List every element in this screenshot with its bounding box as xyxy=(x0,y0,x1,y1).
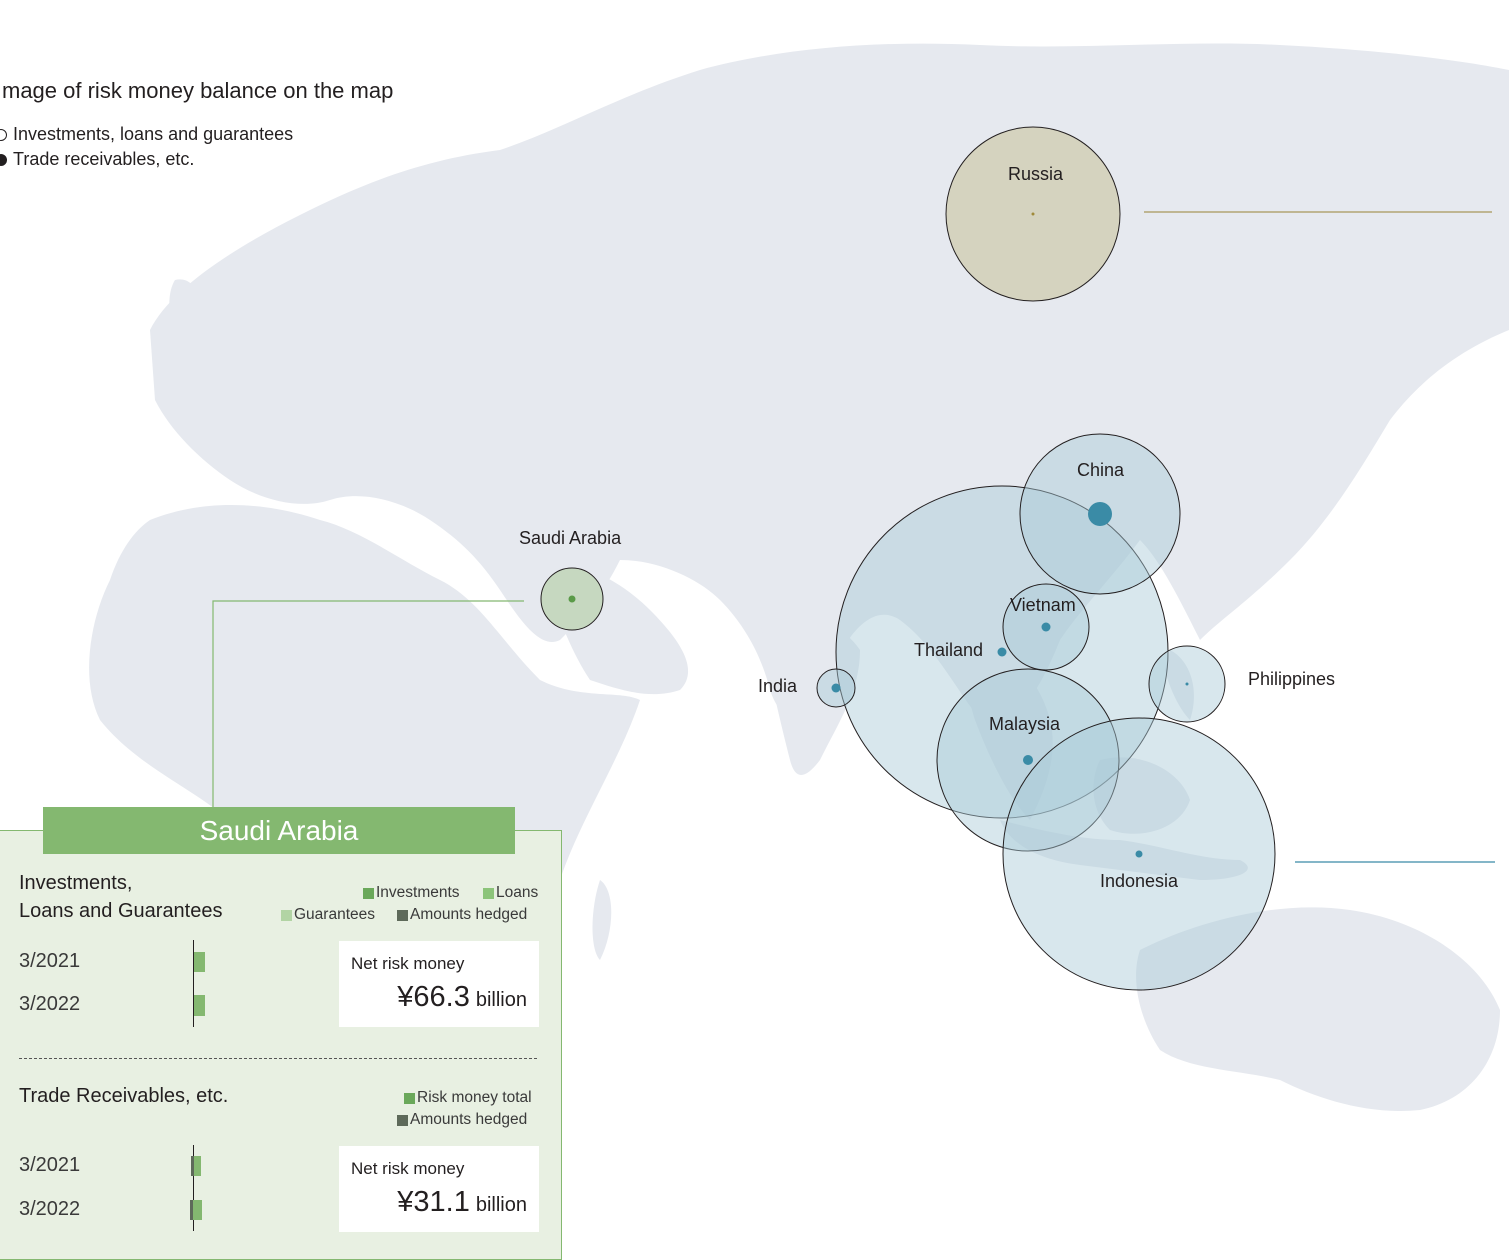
label-china[interactable]: China xyxy=(1077,460,1125,480)
net-risk-label: Net risk money xyxy=(351,1159,465,1178)
investments-title: Investments, Loans and Guarantees xyxy=(19,869,223,925)
philippines-dot xyxy=(1185,682,1189,686)
philippines-landmass xyxy=(1165,650,1194,720)
key-label: Amounts hedged xyxy=(410,906,528,923)
britain-landmass xyxy=(169,279,202,339)
key-investments: Investments xyxy=(363,884,460,902)
net-risk-value: ¥66.3 billion xyxy=(397,981,527,1014)
key-label: Amounts hedged xyxy=(410,1111,528,1128)
southeast-asia-landmass xyxy=(968,640,1053,820)
net-risk-value: ¥31.1 billion xyxy=(397,1186,527,1219)
indonesia-dot xyxy=(1135,850,1143,858)
legend-item-trade: Trade receivables, etc. xyxy=(0,149,194,170)
outline-circle-icon xyxy=(0,128,7,141)
eurasia-landmass xyxy=(150,43,1509,730)
label-russia[interactable]: Russia xyxy=(1008,164,1064,184)
key-label: Investments xyxy=(376,884,460,901)
swatch-icon xyxy=(281,909,292,921)
net-risk-label: Net risk money xyxy=(351,954,465,973)
malaysia-dot xyxy=(1023,755,1033,765)
label-saudi-arabia[interactable]: Saudi Arabia xyxy=(519,528,622,548)
trade-title: Trade Receivables, etc. xyxy=(19,1085,229,1107)
legend-label: Investments, loans and guarantees xyxy=(13,124,294,144)
legend-item-investments: Investments, loans and guarantees xyxy=(0,124,293,145)
india-landmass xyxy=(760,616,860,775)
russia-dot xyxy=(1031,212,1035,216)
madagascar-landmass xyxy=(592,880,612,960)
investments-year-2021: 3/2021 xyxy=(19,950,81,972)
investments-bar-2021 xyxy=(194,952,205,972)
investments-title-line2: Loans and Guarantees xyxy=(19,900,223,922)
key-amounts-hedged: Amounts hedged xyxy=(397,906,527,924)
swatch-icon xyxy=(397,1114,408,1126)
key-label: Risk money total xyxy=(417,1089,532,1106)
panel-header: Saudi Arabia xyxy=(43,807,515,854)
label-thailand[interactable]: Thailand xyxy=(914,640,984,660)
land-masses xyxy=(89,43,1509,1130)
key-loans: Loans xyxy=(483,884,538,902)
indonesia-islands xyxy=(1000,820,1248,880)
key-guarantees: Guarantees xyxy=(281,906,375,924)
investments-year-2022: 3/2022 xyxy=(19,993,81,1015)
net-risk-number: ¥66.3 xyxy=(397,981,470,1013)
trade-bar-2021 xyxy=(193,1156,201,1176)
net-risk-unit: billion xyxy=(475,989,527,1011)
key-label: Guarantees xyxy=(294,906,375,923)
label-indonesia[interactable]: Indonesia xyxy=(1100,871,1179,891)
filled-circle-icon xyxy=(0,153,7,166)
legend-label: Trade receivables, etc. xyxy=(13,149,195,169)
saudi-arabia-dot xyxy=(568,595,576,603)
key-trade-hedged: Amounts hedged xyxy=(397,1111,527,1129)
trade-year-2021: 3/2021 xyxy=(19,1154,81,1176)
japan-landmass xyxy=(1280,360,1373,474)
net-risk-unit: billion xyxy=(475,1194,527,1216)
investments-bar-2022 xyxy=(194,995,205,1016)
swatch-icon xyxy=(397,909,408,921)
trade-bar-2022 xyxy=(193,1200,202,1220)
key-label: Loans xyxy=(496,884,539,901)
net-risk-number: ¥31.1 xyxy=(397,1186,470,1218)
thailand-dot xyxy=(997,647,1007,657)
key-risk-money-total: Risk money total xyxy=(404,1089,532,1107)
investments-title-line1: Investments, xyxy=(19,872,133,894)
label-india[interactable]: India xyxy=(758,676,798,696)
investments-net-box: Net risk money ¥66.3 billion xyxy=(339,941,539,1027)
label-philippines[interactable]: Philippines xyxy=(1248,669,1336,689)
trade-hedge-2021 xyxy=(191,1156,194,1176)
legend-title: mage of risk money balance on the map xyxy=(2,78,394,103)
trade-axis xyxy=(193,1145,194,1231)
swatch-icon xyxy=(363,887,374,899)
trade-year-2022: 3/2022 xyxy=(19,1198,81,1220)
swatch-icon xyxy=(483,887,494,899)
swatch-icon xyxy=(404,1092,415,1104)
label-malaysia[interactable]: Malaysia xyxy=(989,714,1061,734)
china-dot xyxy=(1088,502,1112,526)
india-dot xyxy=(831,683,841,693)
section-divider xyxy=(19,1058,537,1059)
trade-net-box: Net risk money ¥31.1 billion xyxy=(339,1146,539,1232)
saudi-connector xyxy=(212,600,524,807)
label-vietnam[interactable]: Vietnam xyxy=(1010,595,1076,615)
trade-hedge-2022 xyxy=(190,1200,193,1220)
investments-axis xyxy=(193,940,194,1027)
vietnam-dot xyxy=(1041,622,1051,632)
